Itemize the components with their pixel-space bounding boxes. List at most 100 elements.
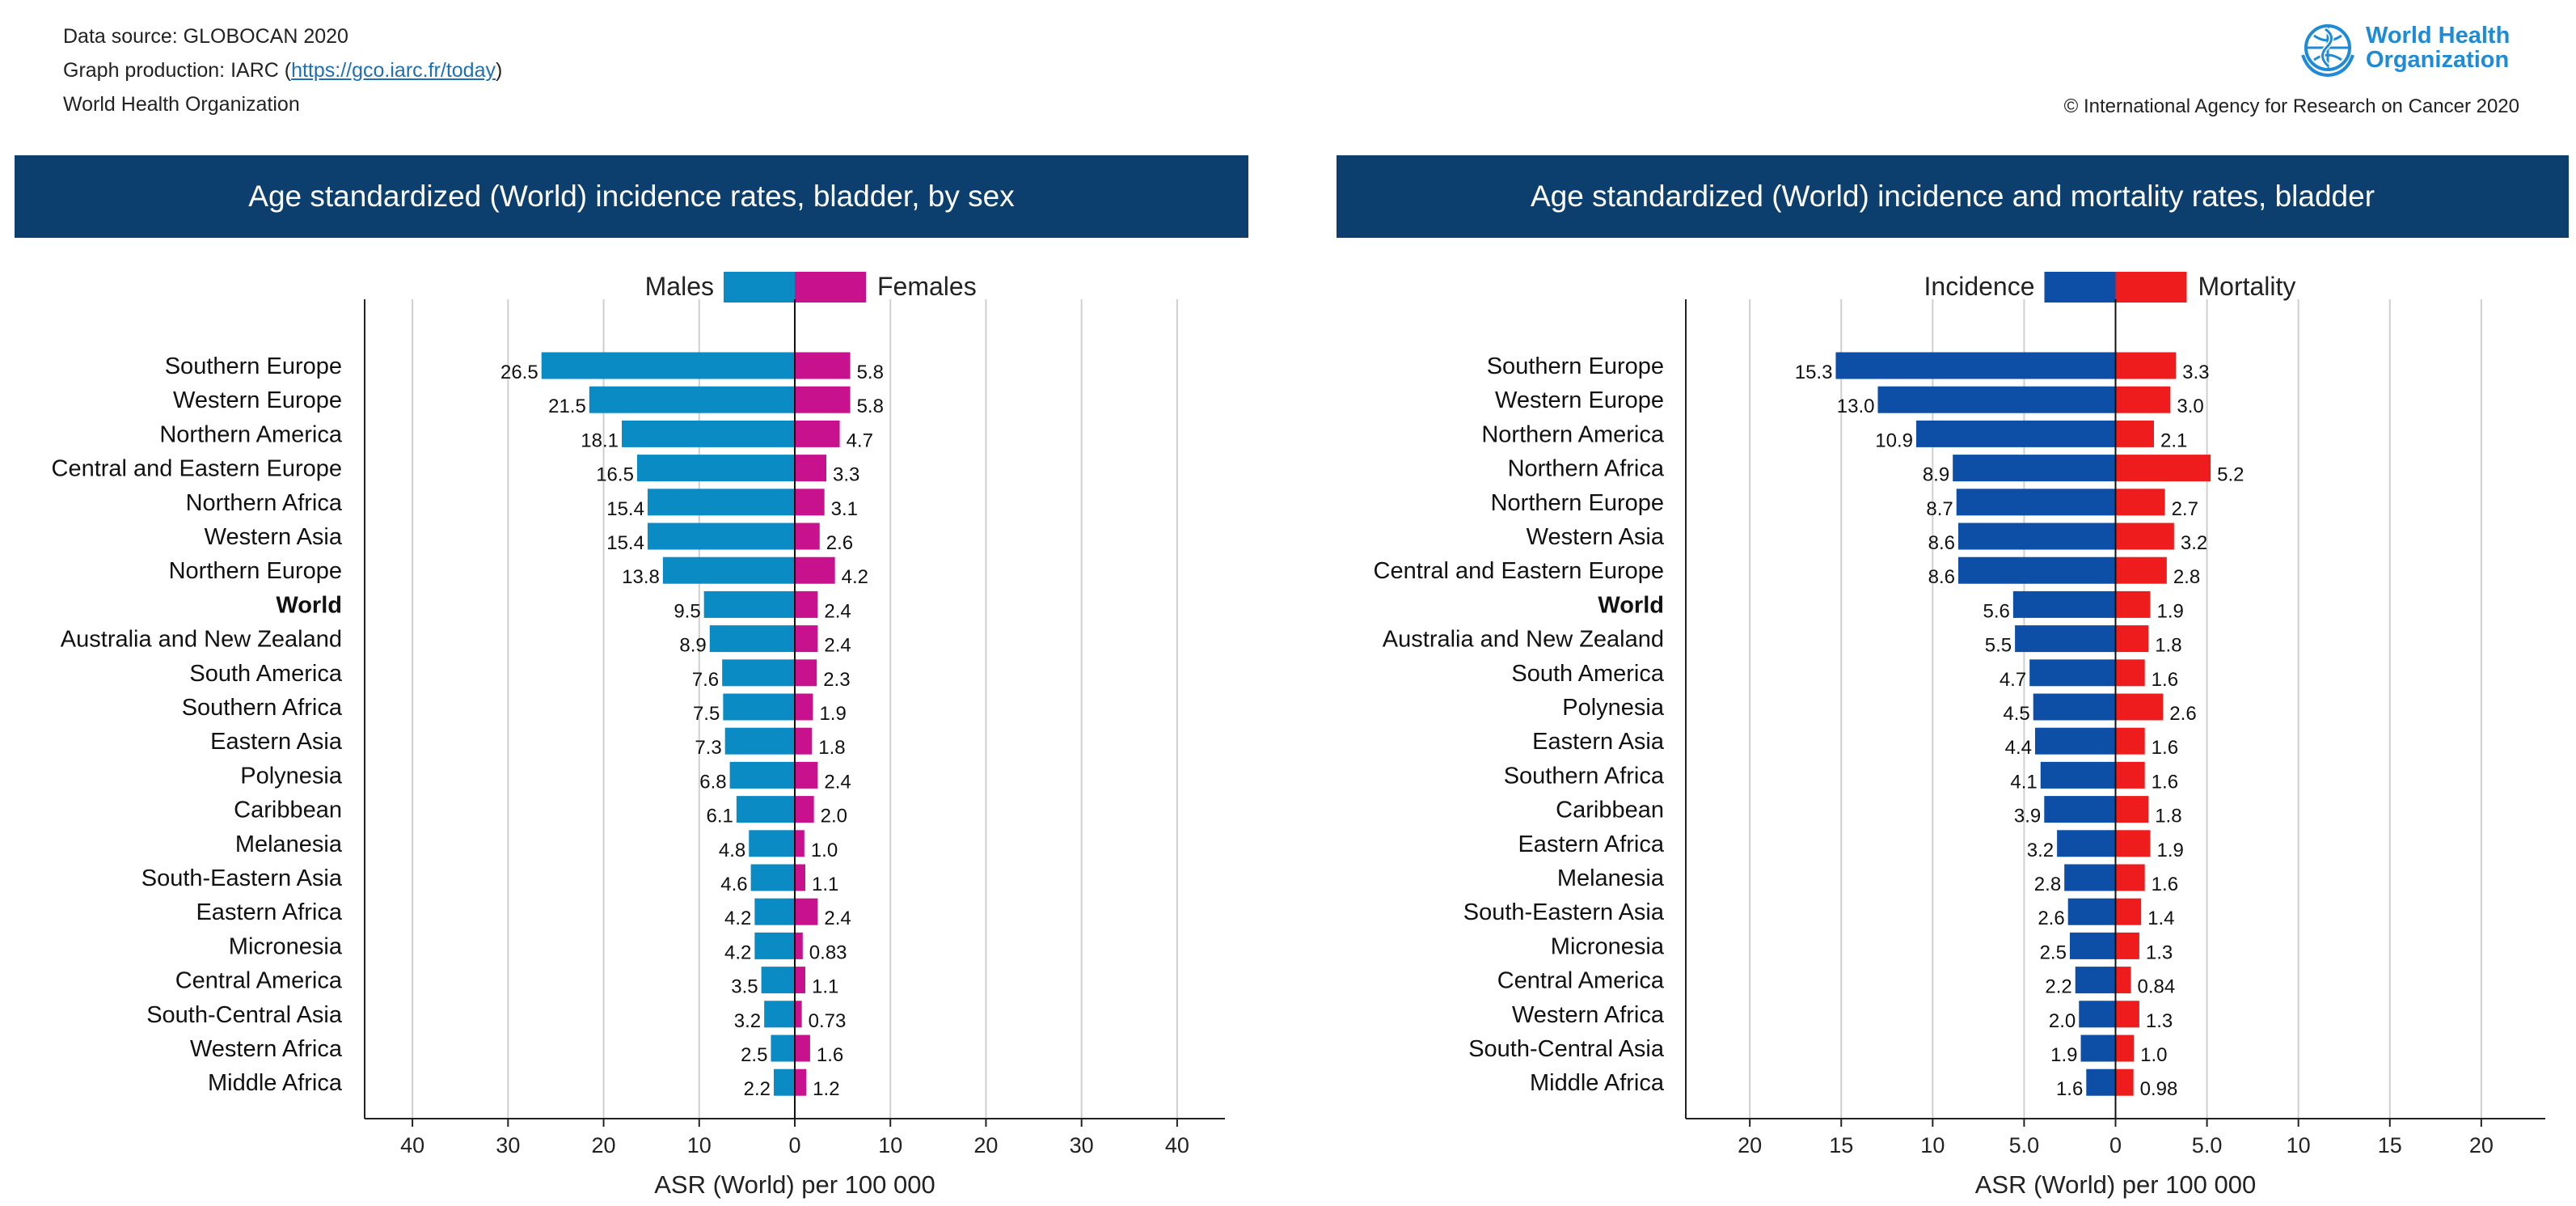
graph-production-text: Graph production: IARC (https://gco.iarc… — [63, 59, 503, 82]
c1-value-label-incidence: 2.6 — [2038, 908, 2064, 929]
c1-value-label-mortality: 2.1 — [2160, 430, 2187, 451]
c1-value-label-mortality: 0.98 — [2140, 1078, 2178, 1100]
c1-category-label: Western Asia — [1527, 524, 1665, 550]
c0-value-label-males: 3.2 — [734, 1010, 761, 1032]
c0-value-label-females: 1.0 — [811, 840, 838, 861]
c0-tick-label: 20 — [973, 1133, 998, 1157]
c1-bar-incidence — [2029, 659, 2116, 687]
c0-value-label-females: 1.9 — [819, 703, 846, 725]
c1-value-label-mortality: 1.6 — [2152, 737, 2178, 759]
c1-legend-swatch-right — [2115, 272, 2187, 303]
c0-value-label-males: 16.5 — [596, 464, 634, 486]
c1-category-label: Australia and New Zealand — [1383, 627, 1664, 653]
who-name-text: World Health Organization — [2366, 23, 2511, 73]
c1-bar-mortality — [2115, 1068, 2134, 1096]
c0-x-axis-label: ASR (World) per 100 000 — [654, 1170, 935, 1199]
c1-bar-mortality — [2115, 932, 2139, 959]
c0-category-label: Polynesia — [240, 763, 343, 789]
c1-tick-label: 15 — [2378, 1133, 2402, 1157]
c0-bar-females — [795, 898, 818, 925]
c0-legend-label-left: Males — [645, 272, 714, 301]
c0-bar-females — [795, 352, 851, 379]
c0-value-label-females: 1.2 — [813, 1078, 839, 1100]
iarc-link[interactable]: https://gco.iarc.fr/today — [291, 59, 496, 82]
c1-category-label: Micronesia — [1551, 933, 1665, 959]
c0-bar-females — [795, 1001, 802, 1028]
c1-category-label: South-Eastern Asia — [1463, 899, 1665, 925]
c1-value-label-incidence: 1.9 — [2050, 1044, 2077, 1066]
c0-category-label: Eastern Asia — [210, 729, 343, 755]
chart-1-title: Age standardized (World) incidence rates… — [248, 180, 1015, 213]
c1-category-label: Western Europe — [1495, 387, 1664, 413]
c0-legend-swatch-left — [724, 272, 795, 303]
c1-category-label: Southern Africa — [1504, 763, 1665, 789]
c1-tick-label: 10 — [2287, 1133, 2311, 1157]
c0-category-label: Western Europe — [173, 387, 342, 413]
c1-value-label-mortality: 0.84 — [2137, 976, 2175, 998]
c1-value-label-incidence: 8.6 — [1928, 532, 1955, 554]
c0-value-label-females: 2.6 — [826, 532, 853, 554]
c0-bar-females — [795, 625, 818, 653]
c0-bar-females — [795, 489, 825, 516]
c1-value-label-incidence: 2.2 — [2045, 976, 2071, 998]
c0-category-label: Caribbean — [234, 798, 342, 823]
c1-category-label: Polynesia — [1562, 695, 1665, 721]
c0-category-label: Melanesia — [235, 832, 343, 857]
c1-category-label: Central and Eastern Europe — [1374, 558, 1665, 584]
c1-bar-mortality — [2115, 590, 2151, 618]
c1-bar-incidence — [2075, 967, 2116, 994]
c1-bar-incidence — [2034, 727, 2116, 755]
c1-tick-label: 5.0 — [2009, 1133, 2040, 1157]
c1-bar-incidence — [2057, 830, 2116, 857]
c1-bar-incidence — [2033, 693, 2116, 721]
c1-value-label-mortality: 1.6 — [2152, 771, 2178, 793]
c0-value-label-males: 18.1 — [581, 430, 619, 451]
c1-value-label-incidence: 10.9 — [1875, 430, 1913, 451]
who-branding: World Health Organization © Internationa… — [2064, 18, 2519, 118]
c0-category-label: Northern Europe — [169, 558, 342, 584]
c0-bar-females — [795, 455, 827, 482]
c1-value-label-incidence: 4.1 — [2010, 771, 2037, 793]
c1-tick-label: 10 — [1920, 1133, 1945, 1157]
c1-bar-mortality — [2115, 420, 2154, 447]
c1-category-label: Western Africa — [1512, 1002, 1665, 1028]
c0-bar-males — [541, 352, 795, 379]
c0-value-label-males: 8.9 — [679, 635, 706, 657]
c0-bar-males — [636, 455, 795, 482]
c0-bar-males — [647, 489, 795, 516]
c0-value-label-males: 13.8 — [622, 566, 660, 588]
c0-category-label: Australia and New Zealand — [61, 627, 342, 653]
c1-legend-label-left: Incidence — [1924, 272, 2035, 301]
c0-bar-males — [709, 625, 795, 653]
incidence-mortality-chart: 20 15 10 5.0 0 5.0 10 15 20 ASR (World) per 100 0… — [1374, 272, 2545, 1199]
c1-bar-mortality — [2115, 489, 2165, 516]
c1-category-label: Southern Europe — [1487, 353, 1664, 379]
c1-bar-incidence — [2040, 761, 2116, 789]
c1-bar-mortality — [2115, 830, 2151, 857]
c1-bar-mortality — [2115, 898, 2142, 925]
c1-category-label: Northern America — [1481, 421, 1665, 447]
c0-tick-label: 10 — [878, 1133, 902, 1157]
c0-category-label: South-Eastern Asia — [141, 865, 343, 891]
c1-value-label-incidence: 4.4 — [2005, 737, 2032, 759]
c1-value-label-mortality: 5.2 — [2217, 464, 2244, 486]
c0-value-label-males: 7.5 — [693, 703, 720, 725]
c0-bar-females — [795, 727, 813, 755]
c1-bar-incidence — [2064, 864, 2116, 891]
c0-legend-swatch-right — [795, 272, 866, 303]
c0-value-label-females: 3.3 — [833, 464, 859, 486]
c1-bar-mortality — [2115, 386, 2171, 413]
c0-value-label-males: 4.6 — [720, 874, 747, 895]
c1-bar-incidence — [2086, 1068, 2116, 1096]
c1-bar-incidence — [1953, 455, 2116, 482]
c0-bar-males — [736, 796, 795, 823]
c1-value-label-mortality: 1.3 — [2146, 942, 2173, 963]
c0-bar-males — [647, 523, 795, 550]
c0-value-label-females: 0.73 — [809, 1010, 847, 1032]
c0-tick-label: 40 — [1165, 1133, 1189, 1157]
source-info: Data source: GLOBOCAN 2020 Graph product… — [63, 19, 502, 121]
c1-category-label: Middle Africa — [1530, 1070, 1665, 1096]
c0-value-label-females: 5.8 — [857, 362, 884, 383]
c1-value-label-incidence: 2.5 — [2040, 942, 2067, 963]
c0-bar-females — [795, 523, 820, 550]
